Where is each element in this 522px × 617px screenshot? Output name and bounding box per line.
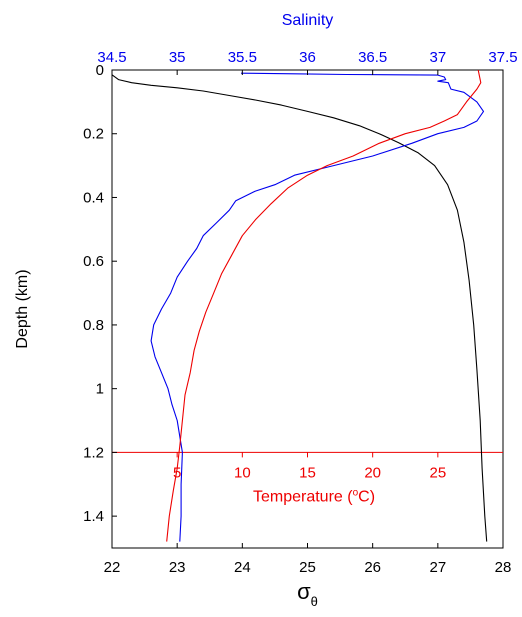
top-axis-title: Salinity [282, 12, 334, 29]
left-tick-label: 0 [96, 62, 104, 79]
bottom-tick-label: 22 [104, 559, 121, 576]
top-tick-label: 35.5 [228, 49, 257, 66]
temperature-series-line [166, 69, 482, 542]
temperature-title-suffix: C) [358, 488, 375, 505]
top-tick-label: 37 [429, 49, 446, 66]
sigma-series-line [111, 74, 488, 542]
bottom-tick-label: 27 [429, 559, 446, 576]
temperature-tick-label: 20 [364, 464, 381, 481]
bottom-tick-label: 23 [169, 559, 186, 576]
temperature-axis-title: Temperature (oC) [253, 487, 375, 505]
bottom-tick-label: 28 [495, 559, 512, 576]
bottom-tick-label: 24 [234, 559, 251, 576]
top-tick-label: 35 [169, 49, 186, 66]
temperature-title-prefix: Temperature ( [253, 488, 353, 505]
left-tick-label: 1.4 [83, 508, 104, 525]
bottom-axis-title: σθ [297, 579, 318, 609]
left-axis-title: Depth (km) [14, 269, 31, 348]
bottom-axis-title-sub: θ [311, 594, 318, 609]
top-tick-label: 36 [299, 49, 316, 66]
top-tick-label: 36.5 [358, 49, 387, 66]
bottom-tick-label: 25 [299, 559, 316, 576]
left-tick-label: 0.8 [83, 317, 104, 334]
temperature-title-degree: o [353, 487, 359, 498]
left-tick-label: 0.4 [83, 189, 104, 206]
salinity-series-line [150, 72, 485, 542]
left-tick-label: 1 [96, 381, 104, 398]
bottom-tick-label: 26 [364, 559, 381, 576]
top-tick-label: 34.5 [97, 49, 126, 66]
left-tick-label: 0.2 [83, 126, 104, 143]
temperature-tick-label: 5 [173, 464, 181, 481]
bottom-axis-title-main: σ [297, 579, 311, 604]
temperature-tick-label: 10 [234, 464, 251, 481]
top-tick-label: 37.5 [488, 49, 517, 66]
left-tick-label: 1.2 [83, 444, 104, 461]
temperature-tick-label: 15 [299, 464, 316, 481]
temperature-tick-label: 25 [429, 464, 446, 481]
left-tick-label: 0.6 [83, 253, 104, 270]
